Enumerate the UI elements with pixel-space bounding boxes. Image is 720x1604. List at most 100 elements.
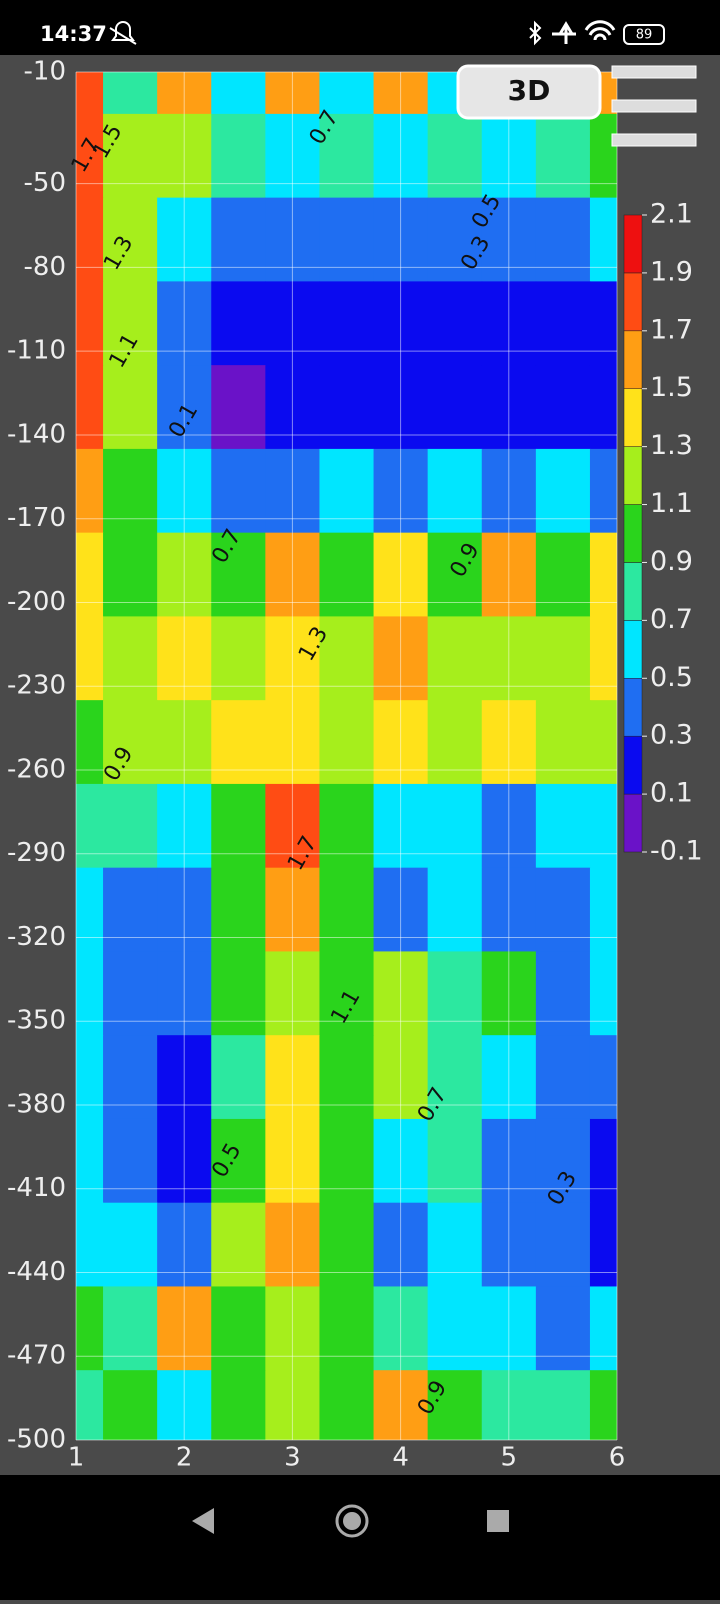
contour-cell: [589, 1286, 617, 1371]
contour-cell: [427, 1286, 483, 1371]
contour-cell: [76, 365, 104, 450]
contour-cell: [535, 1286, 591, 1371]
colorbar-band: [623, 562, 643, 621]
menu-bar[interactable]: [611, 65, 697, 79]
x-tick-label: 2: [176, 1443, 193, 1473]
menu-bar[interactable]: [611, 99, 697, 113]
y-tick-label: -170: [7, 503, 66, 533]
back-button[interactable]: [192, 1508, 214, 1534]
contour-cell: [427, 448, 483, 534]
contour-cell: [427, 281, 483, 366]
bluetooth-icon: [529, 20, 542, 46]
y-tick-label: -290: [7, 838, 66, 868]
menu-bar[interactable]: [611, 133, 697, 147]
contour-cell: [589, 365, 617, 450]
colorbar-label: 1.7: [650, 314, 693, 345]
contour-cell: [103, 365, 158, 450]
contour-cell: [76, 1286, 104, 1371]
contour-cell: [76, 1370, 104, 1440]
contour-cell: [103, 1118, 158, 1204]
y-tick-label: -410: [7, 1173, 66, 1203]
y-tick-label: -350: [7, 1006, 66, 1036]
colorbar-label: 0.7: [650, 604, 693, 635]
y-tick-label: -470: [7, 1341, 66, 1371]
contour-cell: [319, 616, 375, 701]
contour-cell: [319, 448, 375, 534]
contour-cell: [211, 616, 266, 701]
contour-cell: [103, 448, 158, 534]
contour-cell: [589, 113, 617, 199]
contour-cell: [76, 197, 104, 282]
contour-cell: [589, 951, 617, 1036]
contour-cell: [103, 1202, 158, 1287]
y-tick-label: -140: [7, 419, 66, 449]
contour-cell: [103, 951, 158, 1036]
contour-cell: [427, 1370, 483, 1440]
contour-cell: [319, 783, 375, 869]
colorbar-label: -0.1: [650, 836, 703, 867]
mute-icon: [109, 21, 137, 45]
menu-icon[interactable]: [611, 65, 697, 147]
y-tick-label: -10: [24, 57, 66, 87]
contour-cell: [319, 365, 375, 450]
contour-cell: [535, 616, 591, 701]
contour-cell: [211, 1202, 266, 1287]
contour-cell: [103, 72, 158, 115]
contour-cell: [103, 783, 158, 869]
y-tick-label: -50: [24, 168, 66, 198]
contour-cell: [76, 1118, 104, 1204]
contour-cell: [319, 1202, 375, 1287]
contour-cell: [589, 448, 617, 534]
colorbar-band: [623, 272, 643, 332]
nav-bar: [0, 1475, 720, 1600]
contour-cell: [589, 616, 617, 701]
contour-cell: [535, 1202, 591, 1287]
contour-cell: [589, 700, 617, 785]
contour-cell: [535, 700, 591, 785]
contour-cell: [589, 783, 617, 869]
contour-cell: [103, 867, 158, 952]
contour-cell: [427, 365, 483, 450]
colorbar-band: [623, 678, 643, 737]
contour-cell: [427, 783, 483, 869]
contour-cell: [319, 700, 375, 785]
colorbar-label: 1.1: [650, 488, 693, 519]
y-tick-label: -260: [7, 754, 66, 784]
x-tick-label: 5: [501, 1443, 518, 1473]
x-tick-label: 1: [68, 1443, 85, 1473]
clock: 14:37: [40, 22, 107, 46]
contour-cell: [211, 1035, 266, 1120]
contour-cell: [76, 448, 104, 534]
contour-cell: [319, 72, 375, 115]
home-button-dot[interactable]: [343, 1512, 361, 1530]
battery-icon: [623, 24, 665, 45]
contour-cell: [211, 783, 266, 869]
colorbar-label: 1.3: [650, 430, 693, 461]
home-button[interactable]: [335, 1504, 369, 1538]
contour-cell: [427, 951, 483, 1036]
contour-cell: [319, 1286, 375, 1371]
contour-cell: [427, 867, 483, 952]
contour-cell: [103, 1286, 158, 1371]
contour-cell: [103, 532, 158, 617]
contour-cell: [76, 1202, 104, 1287]
3d-button[interactable]: [456, 64, 602, 120]
y-tick-label: -440: [7, 1257, 66, 1287]
colorbar-label: 0.9: [650, 546, 693, 577]
contour-cell: [211, 197, 266, 282]
contour-cell: [76, 72, 104, 115]
contour-cell: [319, 1035, 375, 1120]
3d-button-label[interactable]: 3D: [508, 74, 551, 107]
y-tick-label: -500: [7, 1425, 66, 1455]
contour-cell: [535, 281, 591, 366]
contour-cell: [319, 281, 375, 366]
colorbar-band: [623, 388, 643, 447]
colorbar-band: [623, 735, 643, 795]
contour-cell: [319, 532, 375, 617]
contour-cell: [211, 1286, 266, 1371]
contour-cell: [535, 448, 591, 534]
recents-button[interactable]: [487, 1510, 509, 1532]
y-tick-label: -200: [7, 587, 66, 617]
contour-cell: [427, 700, 483, 785]
contour-cell: [76, 951, 104, 1036]
